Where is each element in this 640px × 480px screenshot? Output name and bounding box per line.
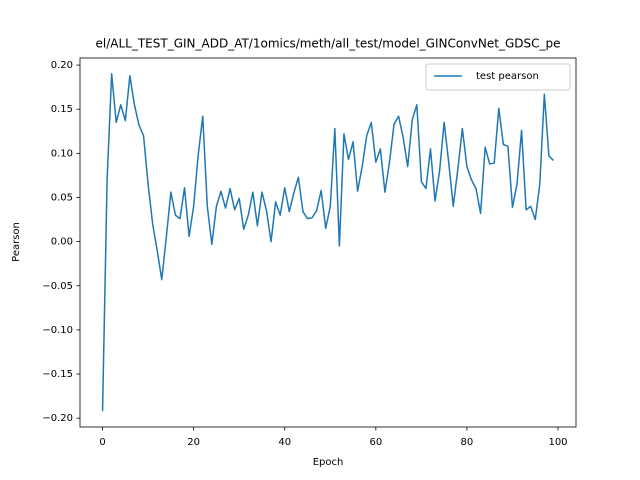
y-tick-label: −0.05 <box>42 281 73 292</box>
y-tick-label: −0.20 <box>42 413 73 424</box>
y-tick-label: 0.20 <box>51 60 73 71</box>
legend-label: test pearson <box>476 71 539 82</box>
x-axis-label: Epoch <box>313 457 344 468</box>
x-tick-label: 20 <box>187 437 200 448</box>
y-tick-label: 0.15 <box>51 104 73 115</box>
x-tick-label: 80 <box>461 437 474 448</box>
y-tick-label: 0.10 <box>51 148 73 159</box>
y-tick-label: −0.15 <box>42 369 73 380</box>
data-line <box>101 73 554 412</box>
y-axis-label: Pearson <box>11 222 22 262</box>
plot-frame <box>79 57 577 428</box>
x-tick-label: 60 <box>369 437 382 448</box>
x-tick-label: 100 <box>548 437 567 448</box>
x-tick-label: 0 <box>99 437 105 448</box>
legend-box <box>425 63 571 91</box>
y-tick-label: −0.10 <box>42 325 73 336</box>
x-tick-label: 40 <box>278 437 291 448</box>
y-tick-label: 0.00 <box>51 237 73 248</box>
chart-title: el/ALL_TEST_GIN_ADD_AT/1omics/meth/all_t… <box>96 37 561 51</box>
y-tick-label: 0.05 <box>51 192 73 203</box>
